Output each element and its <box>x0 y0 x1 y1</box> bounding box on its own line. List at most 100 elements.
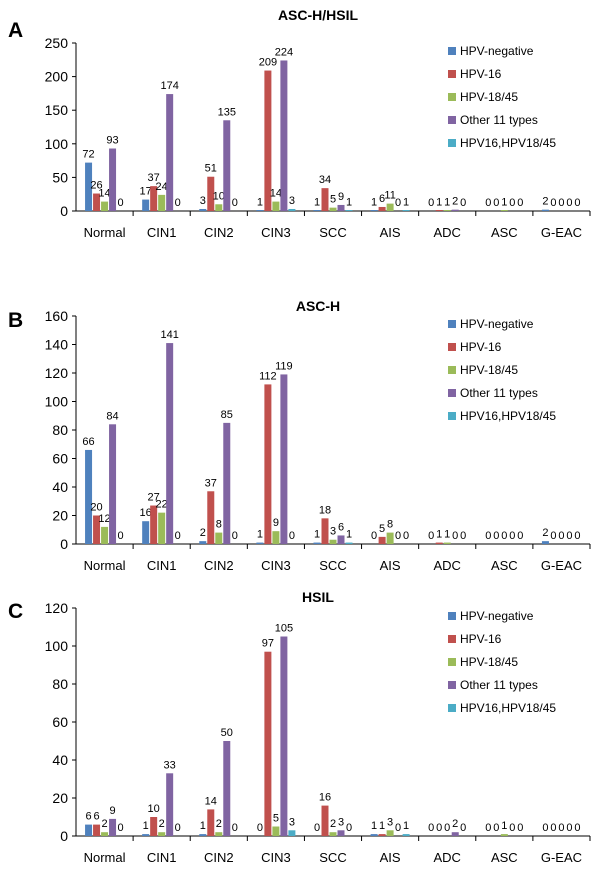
bar-hpv-16 <box>207 176 215 211</box>
data-label: 1 <box>346 529 352 541</box>
x-tick-label: ADC <box>433 558 460 573</box>
bar-hpv16-hpv18-45 <box>345 210 353 211</box>
data-label: 209 <box>259 57 277 69</box>
y-tick-label: 20 <box>52 508 68 524</box>
data-label: 27 <box>148 492 160 504</box>
y-tick-label: 140 <box>45 337 69 353</box>
data-label: 85 <box>221 409 233 421</box>
legend-swatch <box>448 366 456 374</box>
bar-hpv-16 <box>321 805 329 836</box>
data-label: 18 <box>319 504 331 516</box>
data-label: 0 <box>175 530 181 542</box>
bar-other-11-types <box>166 773 174 836</box>
y-tick-label: 120 <box>45 600 69 616</box>
panel-label: B <box>8 309 23 332</box>
data-label: 6 <box>85 811 91 823</box>
data-label: 0 <box>460 530 466 542</box>
bar-hpv-18-45 <box>329 207 337 211</box>
legend: HPV-negative HPV-16 HPV-18/45 Other 11 type… <box>448 317 556 423</box>
data-label: 5 <box>379 523 385 535</box>
bar-hpv-16 <box>93 515 101 544</box>
legend-swatch <box>448 681 456 689</box>
bar-other-11-types <box>223 741 231 836</box>
y-tick-label: 20 <box>52 790 68 806</box>
bar-hpv-negative <box>199 541 207 544</box>
bar-hpv-negative <box>85 449 93 544</box>
data-label: 0 <box>436 822 442 834</box>
data-label: 3 <box>330 526 336 538</box>
data-label: 37 <box>148 172 160 184</box>
y-tick-label: 0 <box>60 536 68 552</box>
bar-hpv-18-45 <box>500 210 508 211</box>
legend-swatch <box>448 704 456 712</box>
x-tick-label: SCC <box>319 850 346 865</box>
data-label: 0 <box>517 197 523 209</box>
x-tick-label: ADC <box>433 225 460 240</box>
bar-hpv-18-45 <box>215 532 223 544</box>
legend-swatch <box>448 139 456 147</box>
data-label: 0 <box>460 197 466 209</box>
data-label: 224 <box>275 46 293 58</box>
panel-label: C <box>8 600 23 623</box>
bar-other-11-types <box>337 204 345 211</box>
bar-hpv-16 <box>207 809 215 836</box>
data-label: 1 <box>257 196 263 208</box>
bar-hpv-16 <box>264 651 272 836</box>
data-label: 0 <box>558 822 564 834</box>
bar-hpv-18-45 <box>272 826 280 836</box>
data-label: 0 <box>395 822 401 834</box>
x-tick-label: G-EAC <box>541 225 582 240</box>
legend-label: Other 11 types <box>460 386 538 400</box>
data-label: 1 <box>444 529 450 541</box>
data-label: 9 <box>338 191 344 203</box>
bar-hpv-16 <box>378 834 386 836</box>
data-label: 1 <box>257 529 263 541</box>
x-tick-label: CIN1 <box>147 558 177 573</box>
data-label: 0 <box>558 530 564 542</box>
y-tick-label: 160 <box>45 308 69 324</box>
bar-other-11-types <box>223 120 231 211</box>
x-tick-label: ASC <box>491 225 518 240</box>
bar-other-11-types <box>166 94 174 211</box>
chart-title: HSIL <box>302 589 334 605</box>
data-label: 0 <box>444 822 450 834</box>
data-label: 135 <box>218 106 236 118</box>
data-label: 20 <box>90 502 102 514</box>
data-label: 0 <box>550 530 556 542</box>
data-label: 26 <box>90 180 102 192</box>
legend: HPV-negative HPV-16 HPV-18/45 Other 11 type… <box>448 609 556 715</box>
data-label: 0 <box>574 197 580 209</box>
data-label: 0 <box>452 530 458 542</box>
data-label: 0 <box>428 822 434 834</box>
data-label: 1 <box>403 820 409 832</box>
x-tick-label: Normal <box>84 850 126 865</box>
legend-swatch <box>448 343 456 351</box>
x-tick-label: AIS <box>380 225 401 240</box>
data-label: 0 <box>493 197 499 209</box>
data-label: 3 <box>200 195 206 207</box>
bar-hpv-negative <box>370 210 378 211</box>
x-tick-label: AIS <box>380 850 401 865</box>
bar-hpv-18-45 <box>158 194 166 211</box>
data-label: 9 <box>273 517 279 529</box>
data-label: 0 <box>550 197 556 209</box>
data-label: 0 <box>493 530 499 542</box>
data-label: 0 <box>232 822 238 834</box>
data-label: 0 <box>517 822 523 834</box>
data-label: 16 <box>140 507 152 519</box>
data-label: 0 <box>509 197 515 209</box>
data-label: 72 <box>82 149 94 161</box>
data-label: 0 <box>501 530 507 542</box>
legend-swatch <box>448 635 456 643</box>
x-tick-label: Normal <box>84 558 126 573</box>
data-label: 0 <box>509 822 515 834</box>
bar-other-11-types <box>280 636 288 836</box>
data-label: 1 <box>436 196 442 208</box>
chart-panel-a: AASC-H/HSIL050100150200250Normal72261493… <box>8 7 591 240</box>
legend-swatch <box>448 93 456 101</box>
bar-hpv-18-45 <box>386 203 394 211</box>
data-label: 2 <box>452 818 458 830</box>
bar-hpv-16 <box>378 536 386 544</box>
bar-hpv-negative <box>256 210 264 211</box>
